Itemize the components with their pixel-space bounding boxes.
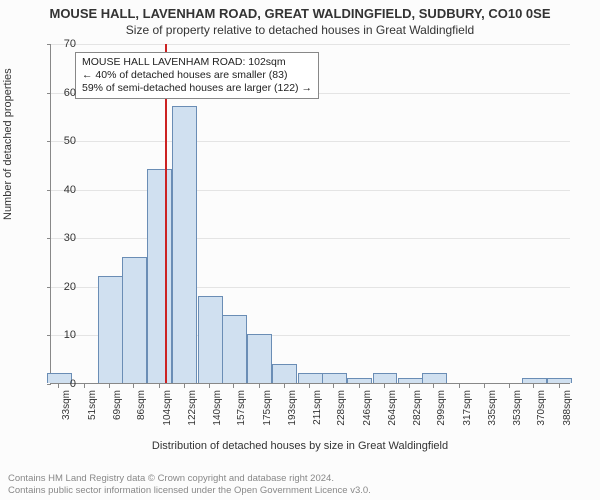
y-tick-label: 50 <box>52 135 76 147</box>
gridline-h <box>51 190 570 191</box>
x-tick-mark <box>484 384 485 388</box>
x-tick-label: 33sqm <box>61 390 72 440</box>
x-tick-mark <box>533 384 534 388</box>
x-tick-label: 104sqm <box>162 390 173 440</box>
copyright-line-2: Contains public sector information licen… <box>8 485 371 496</box>
gridline-h <box>51 44 570 45</box>
y-tick-mark <box>47 238 51 239</box>
histogram-bar <box>373 373 398 383</box>
x-tick-label: 228sqm <box>336 390 347 440</box>
histogram-bar <box>522 378 547 383</box>
x-tick-mark <box>509 384 510 388</box>
y-axis-label: Number of detached properties <box>2 68 14 220</box>
copyright-line-1: Contains HM Land Registry data © Crown c… <box>8 473 371 484</box>
copyright-notice: Contains HM Land Registry data © Crown c… <box>8 473 371 496</box>
x-tick-mark <box>84 384 85 388</box>
x-tick-mark <box>559 384 560 388</box>
annotation-box: MOUSE HALL LAVENHAM ROAD: 102sqm ← 40% o… <box>75 52 319 99</box>
x-tick-label: 175sqm <box>262 390 273 440</box>
page-title-1: MOUSE HALL, LAVENHAM ROAD, GREAT WALDING… <box>0 0 600 21</box>
y-tick-mark <box>47 384 51 385</box>
x-tick-label: 69sqm <box>112 390 123 440</box>
y-tick-label: 0 <box>52 378 76 390</box>
annotation-line-1: MOUSE HALL LAVENHAM ROAD: 102sqm <box>82 56 312 69</box>
x-tick-label: 353sqm <box>512 390 523 440</box>
histogram-bar <box>272 364 297 383</box>
x-tick-mark <box>233 384 234 388</box>
histogram-bar <box>98 276 123 383</box>
x-tick-mark <box>159 384 160 388</box>
x-tick-label: 299sqm <box>436 390 447 440</box>
x-tick-label: 282sqm <box>412 390 423 440</box>
x-tick-label: 211sqm <box>312 390 323 440</box>
y-tick-label: 40 <box>52 184 76 196</box>
x-tick-mark <box>109 384 110 388</box>
x-tick-label: 246sqm <box>362 390 373 440</box>
x-tick-mark <box>333 384 334 388</box>
plot-area: MOUSE HALL LAVENHAM ROAD: 102sqm ← 40% o… <box>50 44 570 384</box>
x-axis-label: Distribution of detached houses by size … <box>0 440 600 452</box>
gridline-h <box>51 141 570 142</box>
page-title-2: Size of property relative to detached ho… <box>0 21 600 37</box>
histogram-bar <box>547 378 572 383</box>
annotation-line-3: 59% of semi-detached houses are larger (… <box>82 82 312 95</box>
x-tick-label: 122sqm <box>187 390 198 440</box>
x-tick-mark <box>359 384 360 388</box>
x-tick-label: 370sqm <box>536 390 547 440</box>
x-tick-label: 388sqm <box>562 390 573 440</box>
histogram-chart: MOUSE HALL LAVENHAM ROAD: 102sqm ← 40% o… <box>50 44 570 406</box>
y-tick-label: 10 <box>52 329 76 341</box>
x-tick-mark <box>384 384 385 388</box>
x-tick-label: 335sqm <box>487 390 498 440</box>
y-tick-label: 60 <box>52 87 76 99</box>
x-tick-mark <box>433 384 434 388</box>
x-tick-label: 140sqm <box>212 390 223 440</box>
x-tick-label: 317sqm <box>462 390 473 440</box>
histogram-bar <box>247 334 272 383</box>
y-tick-mark <box>47 93 51 94</box>
histogram-bar <box>398 378 423 383</box>
histogram-bar <box>122 257 147 383</box>
y-tick-mark <box>47 287 51 288</box>
x-tick-mark <box>459 384 460 388</box>
histogram-bar <box>298 373 323 383</box>
annotation-line-2: ← 40% of detached houses are smaller (83… <box>82 69 312 82</box>
y-tick-label: 20 <box>52 281 76 293</box>
x-tick-mark <box>209 384 210 388</box>
histogram-bar <box>147 169 172 383</box>
y-tick-label: 30 <box>52 232 76 244</box>
histogram-bar <box>322 373 347 383</box>
y-tick-mark <box>47 335 51 336</box>
x-tick-label: 264sqm <box>387 390 398 440</box>
y-tick-label: 70 <box>52 38 76 50</box>
x-tick-label: 157sqm <box>236 390 247 440</box>
histogram-bar <box>198 296 223 383</box>
x-tick-mark <box>133 384 134 388</box>
x-tick-mark <box>184 384 185 388</box>
x-tick-mark <box>284 384 285 388</box>
x-tick-label: 193sqm <box>287 390 298 440</box>
x-tick-mark <box>409 384 410 388</box>
x-tick-mark <box>259 384 260 388</box>
x-tick-mark <box>309 384 310 388</box>
histogram-bar <box>347 378 372 383</box>
x-tick-label: 86sqm <box>136 390 147 440</box>
gridline-h <box>51 238 570 239</box>
histogram-bar <box>422 373 447 383</box>
histogram-bar <box>172 106 197 383</box>
y-tick-mark <box>47 141 51 142</box>
y-tick-mark <box>47 190 51 191</box>
x-tick-label: 51sqm <box>87 390 98 440</box>
histogram-bar <box>222 315 247 383</box>
y-tick-mark <box>47 44 51 45</box>
